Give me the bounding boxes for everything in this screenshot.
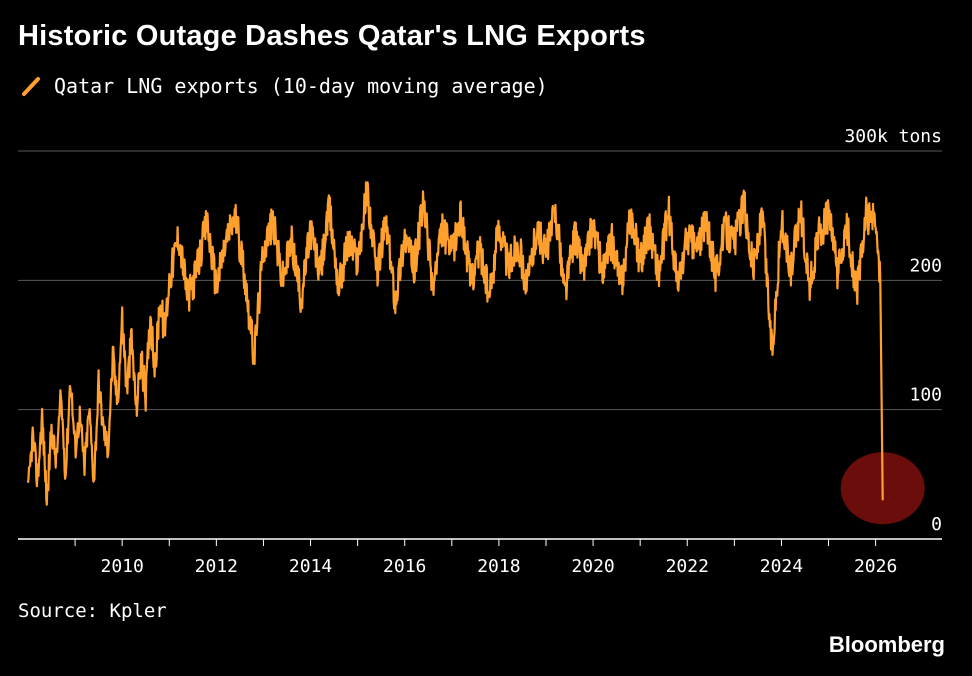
series-line-qatar-lng-exports bbox=[26, 181, 884, 506]
x-tick-label: 2020 bbox=[571, 556, 614, 577]
y-tick-label: 100 bbox=[909, 385, 942, 406]
x-tick-label: 2018 bbox=[477, 556, 520, 577]
x-tick-label: 2024 bbox=[760, 556, 803, 577]
y-tick-label: 300k tons bbox=[844, 126, 942, 147]
y-tick-label: 200 bbox=[909, 255, 942, 276]
x-tick-label: 2010 bbox=[101, 556, 144, 577]
legend-line-icon bbox=[22, 77, 40, 96]
y-tick-label: 0 bbox=[931, 514, 942, 535]
brand-logo: Bloomberg bbox=[828, 632, 945, 657]
x-tick-label: 2014 bbox=[289, 556, 332, 577]
source-note: Source: Kpler bbox=[18, 600, 167, 622]
legend: Qatar LNG exports (10-day moving average… bbox=[20, 74, 548, 98]
x-tick-label: 2022 bbox=[666, 556, 709, 577]
chart-title: Historic Outage Dashes Qatar's LNG Expor… bbox=[18, 20, 646, 52]
x-tick-label: 2012 bbox=[195, 556, 238, 577]
legend-label: Qatar LNG exports (10-day moving average… bbox=[54, 74, 548, 98]
x-tick-label: 2016 bbox=[383, 556, 426, 577]
x-tick-label: 2026 bbox=[854, 556, 897, 577]
